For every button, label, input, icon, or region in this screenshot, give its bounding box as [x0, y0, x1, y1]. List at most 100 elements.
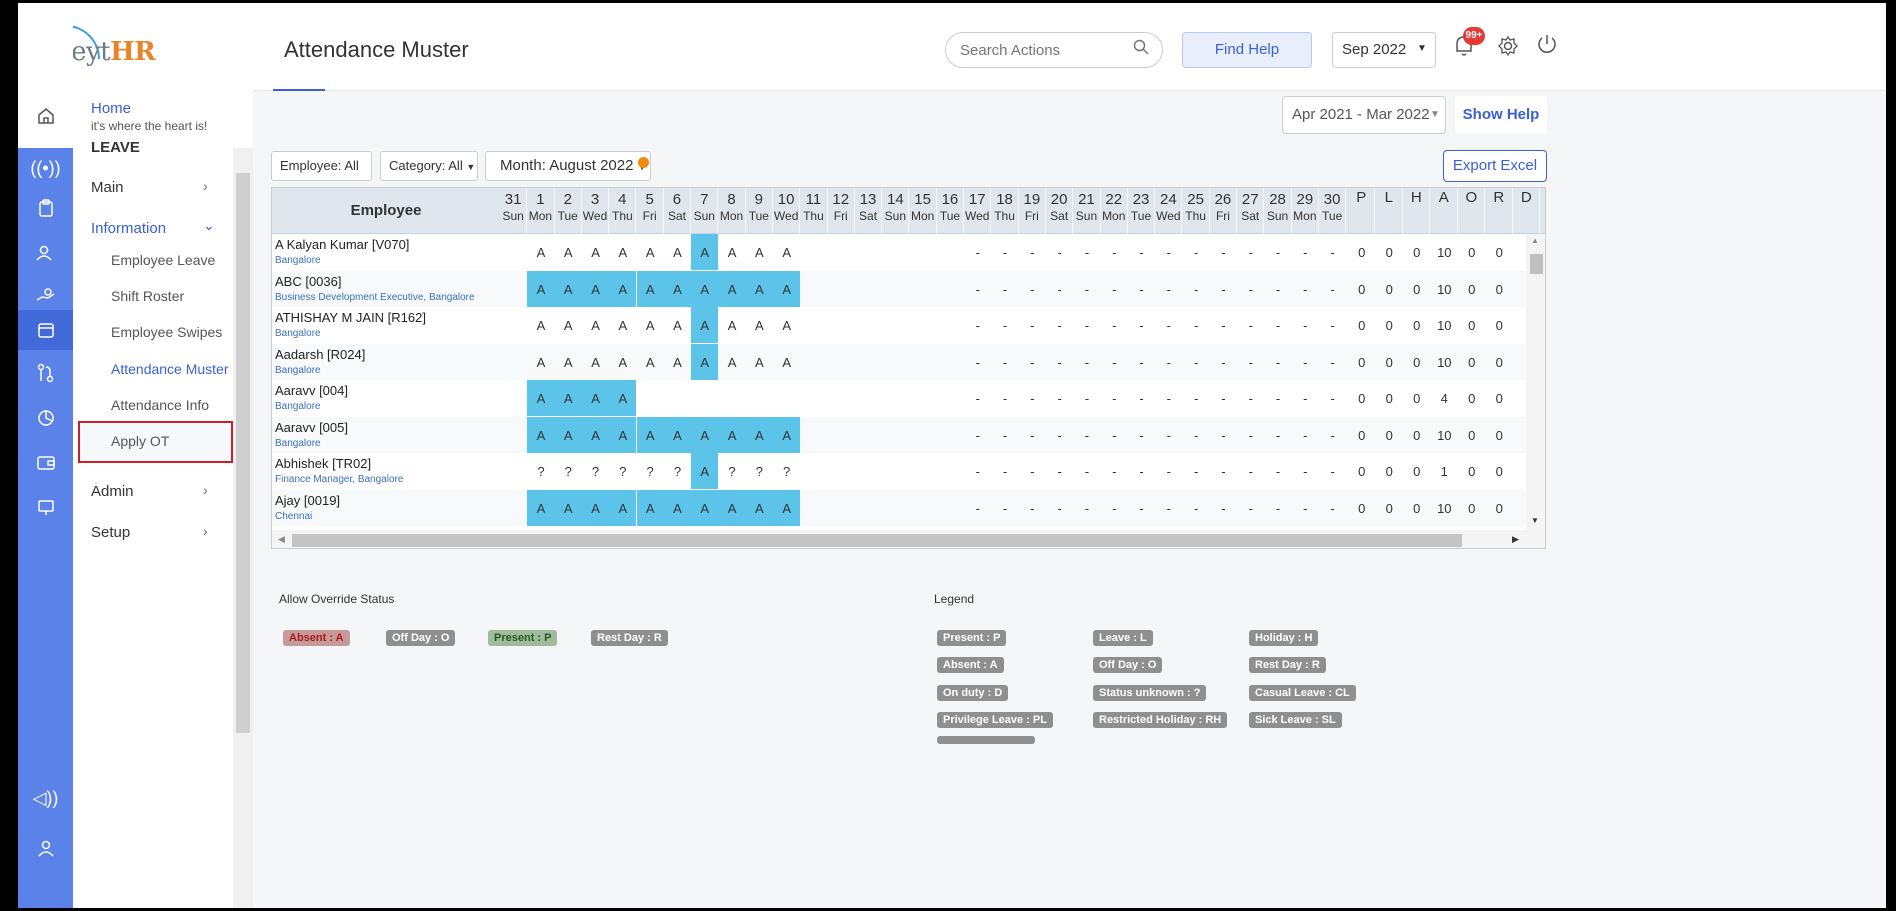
sidebar-subitem-employee-swipes[interactable]: Employee Swipes	[111, 324, 223, 340]
sidebar-subitem-attendance-muster[interactable]: Attendance Muster	[111, 361, 229, 377]
day-cell[interactable]: -	[1030, 464, 1035, 479]
day-cell[interactable]	[937, 234, 964, 270]
day-cell[interactable]: -	[1330, 318, 1335, 333]
day-cell[interactable]: -	[1112, 281, 1117, 297]
day-cell[interactable]: A	[691, 270, 719, 307]
day-cell[interactable]: A	[636, 416, 664, 453]
day-cell[interactable]: -	[1002, 427, 1008, 443]
day-cell[interactable]	[828, 344, 855, 380]
day-cell[interactable]	[937, 453, 964, 489]
day-cell[interactable]: -	[1330, 391, 1335, 406]
pie-chart-icon[interactable]	[18, 398, 73, 438]
day-cell[interactable]: A	[609, 489, 637, 526]
day-cell[interactable]	[800, 271, 827, 307]
day-cell[interactable]	[500, 417, 527, 453]
day-cell[interactable]: A	[536, 354, 546, 370]
day-cell[interactable]: -	[1221, 281, 1226, 297]
day-cell[interactable]: -	[975, 281, 980, 297]
day-cell[interactable]: -	[1248, 391, 1253, 406]
day-cell[interactable]: A	[609, 416, 637, 453]
day-cell[interactable]: -	[1030, 391, 1035, 406]
day-cell[interactable]: A	[591, 318, 600, 333]
day-cell[interactable]: A	[563, 318, 573, 333]
day-cell[interactable]: A	[782, 318, 791, 333]
day-cell[interactable]: ?	[591, 464, 600, 479]
day-cell[interactable]	[773, 380, 800, 416]
day-cell[interactable]: -	[1084, 318, 1090, 333]
day-cell[interactable]: -	[1193, 464, 1199, 479]
day-cell[interactable]: A	[554, 380, 582, 416]
day-cell[interactable]: A	[745, 489, 773, 526]
day-cell[interactable]: -	[1221, 354, 1226, 370]
day-cell[interactable]: A	[645, 245, 655, 260]
day-cell[interactable]: -	[1002, 391, 1008, 406]
day-cell[interactable]: -	[1166, 464, 1171, 479]
day-cell[interactable]: -	[975, 391, 980, 406]
day-cell[interactable]: -	[1166, 427, 1171, 443]
day-cell[interactable]: A	[718, 270, 746, 307]
day-cell[interactable]	[855, 271, 882, 307]
day-cell[interactable]: A	[745, 270, 773, 307]
day-cell[interactable]: -	[1057, 245, 1062, 260]
employee-filter[interactable]: Employee: All ▼	[271, 151, 372, 200]
employee-name[interactable]: Aaravv [004]	[275, 383, 348, 398]
day-cell[interactable]: -	[1112, 464, 1117, 479]
day-cell[interactable]: -	[1166, 245, 1171, 260]
day-cell[interactable]: -	[1248, 464, 1253, 479]
employee-name[interactable]: Ajay [0019]	[275, 492, 341, 508]
day-cell[interactable]: ?	[537, 464, 545, 479]
scroll-down-icon[interactable]: ▼	[1531, 516, 1539, 525]
day-cell[interactable]: A	[673, 245, 682, 260]
employee-name[interactable]: Aadarsh [R024]	[275, 346, 366, 362]
day-cell[interactable]: A	[609, 270, 637, 307]
override-tag-rest-day[interactable]: Rest Day : R	[591, 630, 668, 646]
day-cell[interactable]	[855, 234, 882, 270]
day-cell[interactable]: A	[727, 354, 737, 370]
sidebar-subitem-employee-leave[interactable]: Employee Leave	[111, 252, 216, 268]
day-cell[interactable]	[910, 380, 937, 416]
day-cell[interactable]: -	[1057, 427, 1062, 443]
day-cell[interactable]	[637, 380, 664, 416]
day-cell[interactable]: ?	[619, 464, 627, 479]
day-cell[interactable]	[882, 380, 909, 416]
day-cell[interactable]	[855, 453, 882, 489]
day-cell[interactable]: A	[663, 270, 692, 307]
day-cell[interactable]: -	[1084, 464, 1090, 479]
day-cell[interactable]	[910, 307, 937, 343]
day-cell[interactable]: -	[1221, 464, 1226, 479]
broadcast-icon[interactable]: ((•))	[30, 157, 61, 178]
day-cell[interactable]	[718, 380, 745, 416]
table-row[interactable]: ABC [0036] Business Development Executive…	[272, 270, 1545, 307]
day-cell[interactable]: -	[1275, 354, 1281, 370]
day-cell[interactable]: A	[663, 416, 692, 453]
day-cell[interactable]: -	[1002, 318, 1008, 333]
day-cell[interactable]: -	[1330, 427, 1335, 443]
day-cell[interactable]	[800, 234, 827, 270]
day-cell[interactable]: -	[1248, 318, 1253, 333]
day-cell[interactable]: -	[1303, 281, 1308, 297]
table-horizontal-scroll-thumb[interactable]	[292, 534, 1462, 547]
day-cell[interactable]: -	[1330, 500, 1335, 516]
table-row[interactable]: Aaravv [005] Bangalore A A A A A A A A A A - - - - - - - - -…	[272, 416, 1545, 453]
day-cell[interactable]: -	[1112, 318, 1117, 333]
day-cell[interactable]: -	[1166, 391, 1171, 406]
day-cell[interactable]: A	[536, 245, 546, 260]
day-cell[interactable]	[828, 453, 855, 489]
table-row[interactable]: Abhishek [TR02] Finance Manager, Bangalor…	[272, 453, 1545, 489]
day-cell[interactable]: -	[1275, 427, 1281, 443]
day-cell[interactable]: -	[1221, 427, 1226, 443]
day-cell[interactable]: -	[1139, 245, 1144, 260]
day-cell[interactable]	[500, 307, 527, 343]
day-cell[interactable]: -	[1057, 391, 1062, 406]
user-icon[interactable]	[18, 828, 73, 868]
day-cell[interactable]: -	[1112, 427, 1117, 443]
day-cell[interactable]: -	[1139, 281, 1144, 297]
day-cell[interactable]: A	[745, 416, 773, 453]
day-cell[interactable]: A	[691, 234, 719, 270]
day-cell[interactable]	[882, 453, 909, 489]
day-cell[interactable]: -	[1030, 318, 1035, 333]
day-cell[interactable]: A	[609, 380, 637, 416]
day-cell[interactable]: -	[1221, 318, 1226, 333]
day-cell[interactable]: -	[1248, 500, 1253, 516]
day-cell[interactable]: -	[1303, 318, 1308, 333]
